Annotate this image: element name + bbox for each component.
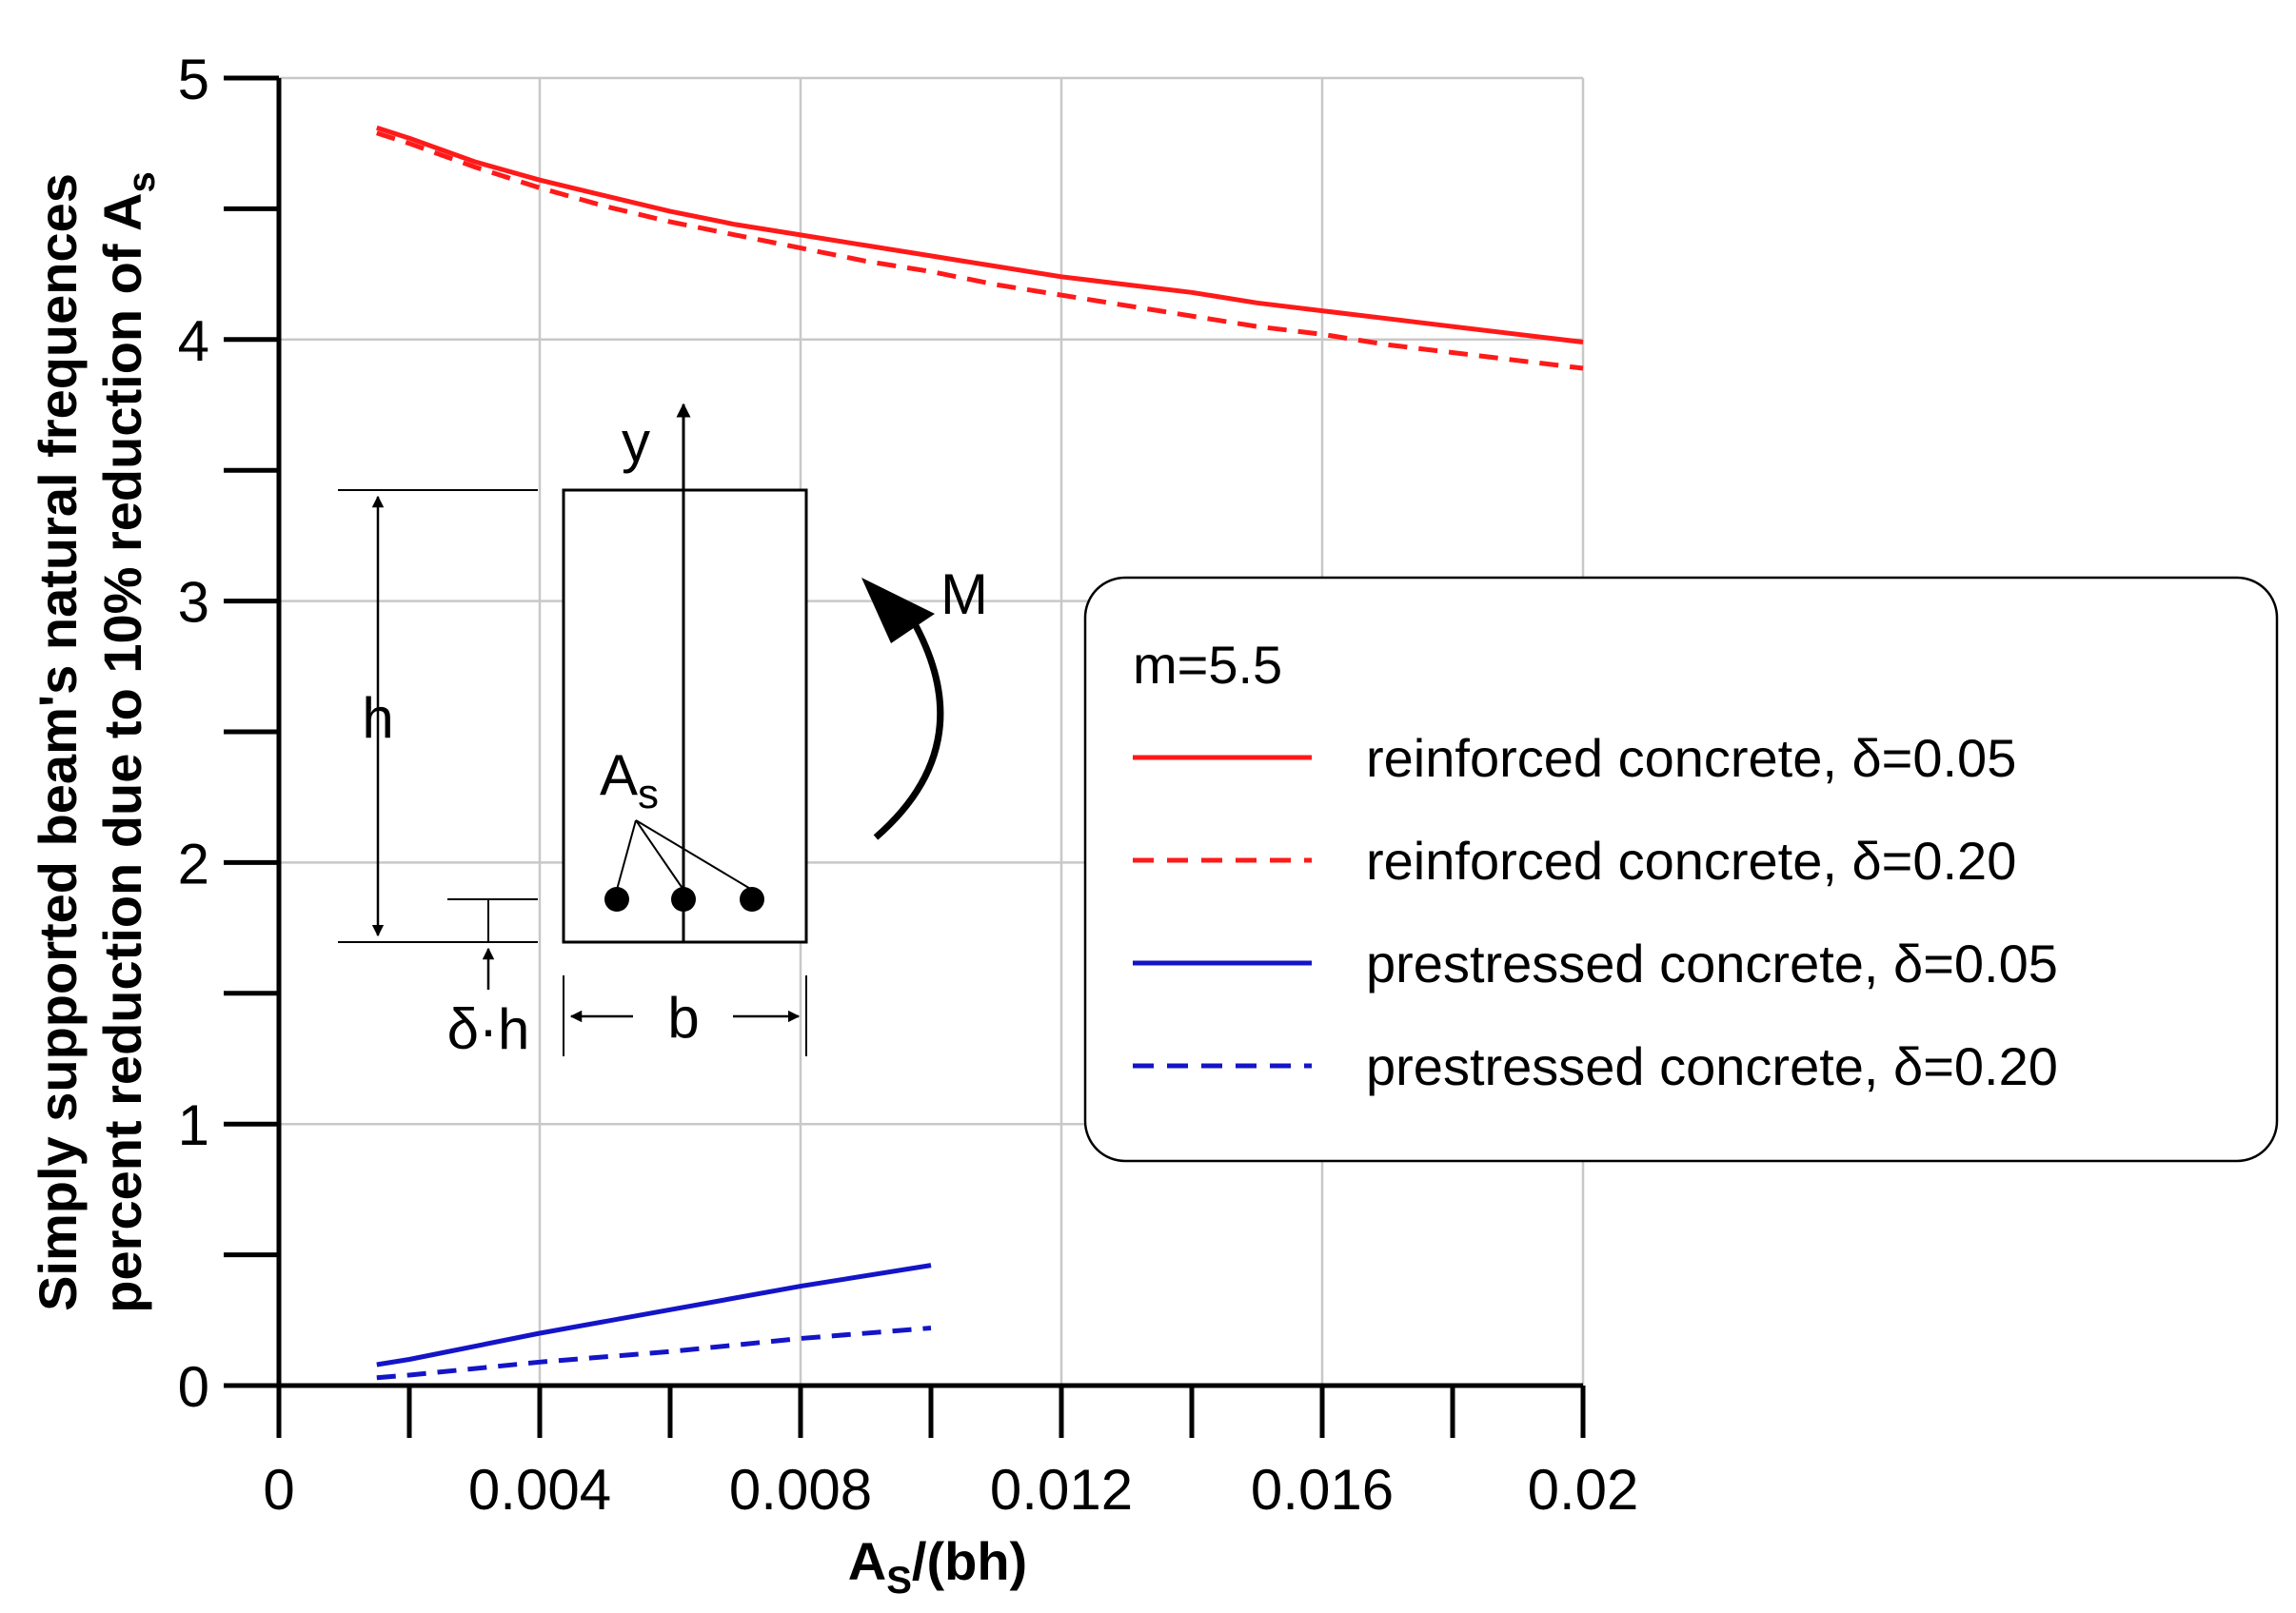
b-label: b: [667, 986, 699, 1050]
series-line-3: [376, 1263, 932, 1367]
as-label-main: A: [600, 743, 638, 807]
rebar-right: [740, 887, 764, 912]
moment-arrowhead: [861, 578, 935, 643]
legend-label: prestressed concrete, δ=0.20: [1366, 1036, 2058, 1096]
x-tick-label: 0: [263, 1458, 294, 1522]
delta-h-label: δ·h: [447, 997, 530, 1061]
y-tick-label: 5: [178, 48, 209, 111]
x-axis-title-rest: /(bh): [912, 1531, 1027, 1591]
legend-title: m=5.5: [1133, 635, 1282, 695]
x-tick-labels: 0 0.004 0.008 0.012 0.016 0.02: [263, 1458, 1638, 1522]
series: [376, 125, 1584, 1381]
x-tick-label: 0.004: [468, 1458, 611, 1522]
y-axis-title-line2-sub: s: [121, 171, 163, 192]
moment-arrow: [873, 612, 944, 840]
y-tick-labels: 0 1 2 3 4 5: [178, 48, 209, 1419]
series-line-1: [376, 125, 1584, 344]
legend-entries: reinforced concrete, δ=0.05 reinforced co…: [1133, 728, 2058, 1096]
legend: m=5.5 reinforced concrete, δ=0.05reinfor…: [1083, 576, 2279, 1163]
x-axis-title: AS/(bh): [848, 1531, 1027, 1602]
y-axis-title-line2: percent reduction due to 10% reduction o…: [92, 171, 163, 1312]
h-label: h: [362, 686, 393, 750]
x-tick-label: 0.016: [1251, 1458, 1394, 1522]
x-tick-label: 0.02: [1528, 1458, 1639, 1522]
y-label: y: [622, 410, 650, 474]
legend-label: reinforced concrete, δ=0.05: [1366, 728, 2016, 788]
y-tick-label: 0: [178, 1355, 209, 1419]
as-label: As: [600, 743, 659, 817]
legend-label: prestressed concrete, δ=0.05: [1366, 934, 2058, 993]
as-leader-mid: [635, 819, 684, 891]
series-line-4: [376, 1326, 932, 1381]
legend-box: [1083, 576, 2279, 1163]
y-tick-label: 3: [178, 571, 209, 635]
y-axis-title-line1: Simply supported beam's natural frequenc…: [28, 173, 88, 1311]
x-tick-label: 0.008: [729, 1458, 872, 1522]
legend-label: reinforced concrete, δ=0.20: [1366, 831, 2016, 891]
y-tick-label: 1: [178, 1093, 209, 1157]
axes: [276, 78, 1583, 1388]
y-tick-label: 2: [178, 832, 209, 895]
as-label-sub: s: [638, 771, 659, 817]
as-leader-left: [616, 819, 637, 891]
y-axis-title-line2-main: percent reduction due to 10% reduction o…: [92, 193, 152, 1313]
series-line-2: [376, 130, 1584, 371]
as-leader-right: [635, 819, 753, 891]
rebar-left: [604, 887, 629, 912]
x-tick-label: 0.012: [990, 1458, 1133, 1522]
moment-label: M: [940, 562, 988, 626]
minor-ticks: [224, 75, 1586, 1438]
cross-section-sketch: y h δ·h b As M: [338, 403, 988, 1061]
y-axis-title: Simply supported beam's natural frequenc…: [28, 171, 163, 1312]
x-axis-title-sub: S: [886, 1560, 912, 1602]
y-tick-label: 4: [178, 309, 209, 373]
x-axis-title-main: A: [848, 1531, 886, 1591]
rebar-middle: [671, 887, 696, 912]
